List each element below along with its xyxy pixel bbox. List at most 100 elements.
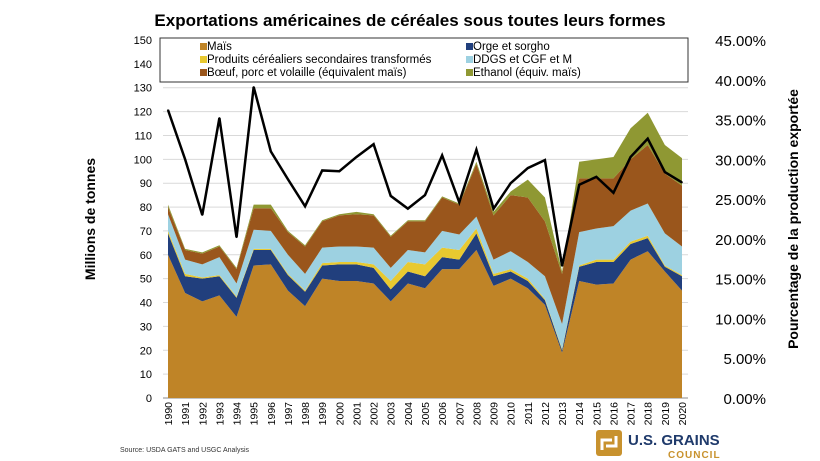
legend-swatch [200, 69, 207, 76]
x-tick-label: 1993 [214, 402, 226, 426]
percent-point [509, 182, 512, 184]
y-tick-label: 70 [140, 226, 152, 238]
y2-tick-label: 5.00% [723, 351, 766, 368]
legend-label: Bœuf, porc et volaille (équivalent maïs) [207, 67, 407, 79]
logo-line2: COUNCIL [668, 450, 721, 461]
y-tick-label: 100 [134, 154, 152, 166]
x-tick-label: 1992 [197, 402, 209, 426]
percent-point [270, 150, 272, 153]
legend-label: Orge et sorgho [473, 41, 550, 53]
x-tick-label: 1997 [283, 402, 295, 426]
y-tick-label: 10 [140, 369, 152, 381]
percent-point [338, 170, 341, 173]
percent-point [252, 86, 255, 88]
percent-point [681, 181, 683, 184]
legend-swatch [200, 43, 207, 50]
percent-point [492, 207, 495, 210]
percent-point [612, 191, 615, 194]
percent-point [355, 156, 358, 158]
y2-tick-label: 20.00% [715, 232, 766, 249]
area-ma-s [168, 250, 682, 398]
legend-label: Ethanol (équiv. maïs) [473, 67, 581, 79]
percent-point [664, 171, 666, 173]
percent-point [458, 201, 461, 204]
y2-tick-label: 0.00% [723, 391, 766, 408]
y2-tick-label: 40.00% [715, 73, 766, 90]
percent-point [372, 143, 375, 146]
percent-point [527, 167, 529, 169]
x-tick-label: 1996 [266, 402, 278, 426]
percent-point [561, 265, 563, 267]
x-tick-label: 1994 [232, 402, 244, 426]
percent-point [475, 148, 478, 151]
percent-point [304, 205, 306, 208]
y-tick-label: 150 [134, 35, 152, 47]
source-note: Source: USDA GATS and USGC Analysis [120, 447, 250, 454]
percent-point [389, 195, 392, 197]
x-tick-label: 1999 [317, 402, 329, 426]
x-tick-label: 2015 [591, 402, 603, 426]
logo-line1: U.S. GRAINS [628, 432, 720, 449]
legend-box [159, 37, 689, 83]
percent-point [167, 109, 169, 111]
x-tick-label: 2008 [471, 402, 483, 426]
x-tick-label: 2007 [454, 402, 466, 426]
legend-label: DDGS et CGF et M [473, 54, 572, 66]
x-tick-label: 2000 [334, 402, 346, 426]
percent-point [218, 117, 221, 119]
percent-point [578, 183, 580, 186]
x-tick-label: 2012 [540, 402, 552, 426]
x-tick-label: 2018 [643, 402, 655, 426]
x-tick-label: 2016 [608, 402, 620, 426]
percent-point [646, 137, 649, 140]
area-ethanol-quiv-ma-s- [168, 112, 682, 274]
legend: Maïs Orge et sorgho Produits céréaliers se… [159, 37, 689, 83]
y2-tick-label: 30.00% [715, 152, 766, 169]
chart-title: Exportations américaines de céréales sou… [154, 11, 665, 30]
y-tick-label: 20 [140, 345, 152, 357]
x-tick-label: 2002 [369, 402, 381, 426]
percent-point [595, 176, 598, 178]
legend-swatch [466, 69, 473, 76]
y-axis-label: Millions de tonnes [82, 158, 98, 280]
legend-swatch [466, 43, 473, 50]
x-tick-label: 2014 [574, 402, 586, 426]
x-tick-label: 2010 [506, 402, 518, 426]
y-tick-label: 90 [140, 178, 152, 190]
legend-label: Maïs [207, 41, 232, 53]
percent-point [407, 207, 409, 210]
x-tick-label: 2001 [351, 402, 363, 426]
percent-point [184, 158, 186, 161]
percent-point [441, 154, 443, 157]
x-tick-label: 2006 [437, 402, 449, 426]
percent-point [544, 159, 546, 161]
x-tick-label: 1990 [163, 402, 175, 426]
y-tick-label: 40 [140, 298, 152, 310]
y2-tick-label: 25.00% [715, 192, 766, 209]
y-tick-label: 80 [140, 202, 152, 214]
x-tick-label: 2017 [626, 402, 638, 426]
y-tick-label: 60 [140, 250, 152, 262]
area-ddgs-et-cgf-et-m [168, 203, 682, 350]
x-tick-label: 2019 [660, 402, 672, 426]
percent-point [287, 178, 289, 181]
percent-point [235, 236, 238, 239]
x-tick-label: 2020 [677, 402, 689, 426]
y-tick-label: 120 [134, 107, 152, 119]
y-tick-label: 50 [140, 274, 152, 286]
area-b-uf-porc-et-volaille-quivalent-ma-s- [168, 145, 682, 325]
y-tick-label: 30 [140, 321, 152, 333]
y-tick-label: 110 [134, 130, 152, 142]
x-tick-label: 2003 [386, 402, 398, 426]
percent-point [321, 169, 324, 172]
x-tick-label: 1998 [300, 402, 312, 426]
y-tick-label: 140 [134, 59, 152, 71]
y2-tick-label: 35.00% [715, 113, 766, 130]
y2-tick-label: 15.00% [715, 272, 766, 289]
y-tick-label: 130 [134, 83, 152, 95]
percent-point [629, 156, 632, 158]
legend-swatch [466, 56, 473, 63]
x-tick-label: 1991 [180, 402, 192, 426]
x-tick-label: 2013 [557, 402, 569, 426]
